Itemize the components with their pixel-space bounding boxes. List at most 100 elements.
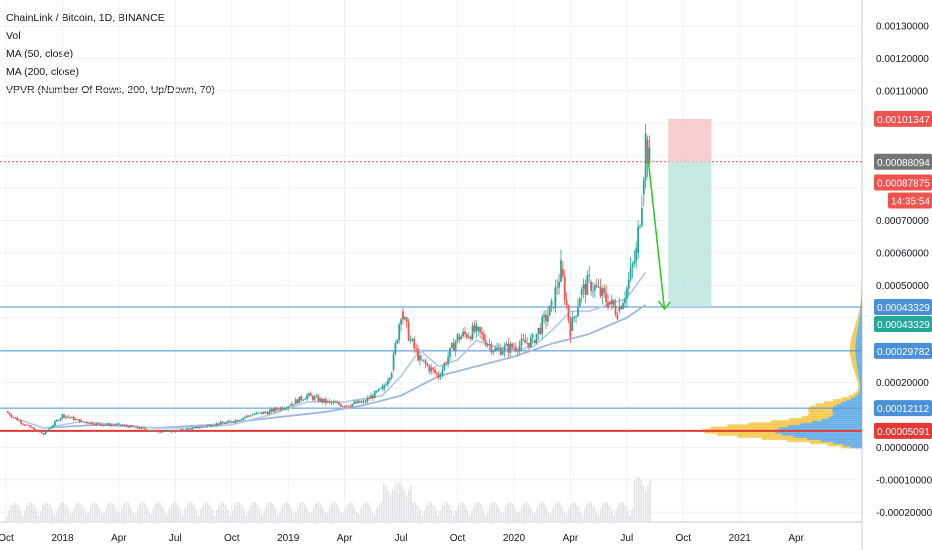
volume-bar bbox=[249, 505, 252, 522]
vpvr-row-down bbox=[858, 323, 862, 327]
candle-body bbox=[430, 367, 433, 372]
volume-bar bbox=[105, 507, 107, 522]
candle-body bbox=[180, 429, 182, 431]
vpvr-row-up bbox=[815, 403, 837, 407]
candle-body bbox=[368, 397, 370, 399]
candle-body bbox=[121, 425, 124, 427]
candle-body bbox=[482, 334, 485, 341]
candle-body bbox=[138, 427, 141, 429]
legend-vpvr[interactable]: VPVR (Number Of Rows, 200, Up/Down, 70) bbox=[6, 84, 215, 96]
vpvr-row-up bbox=[856, 375, 859, 379]
volume-bar bbox=[450, 509, 453, 522]
candle-body bbox=[524, 339, 527, 343]
volume-bar bbox=[340, 512, 342, 522]
volume-bar bbox=[437, 515, 439, 522]
vpvr-row-up bbox=[850, 348, 856, 352]
x-tick-label: 2019 bbox=[277, 533, 300, 544]
vpvr-row-down bbox=[859, 384, 862, 388]
volume-bar bbox=[270, 502, 272, 522]
volume-bar bbox=[640, 480, 642, 522]
candle-body bbox=[268, 410, 271, 415]
candle-body bbox=[148, 430, 150, 432]
volume-bar bbox=[364, 502, 367, 522]
volume-bar bbox=[550, 513, 552, 522]
chart-legend: ChainLink / Bitcoin, 1D, BINANCE Vol MA … bbox=[6, 9, 215, 99]
candle-body bbox=[418, 355, 421, 361]
volume-bar bbox=[60, 502, 62, 522]
candle-body bbox=[33, 428, 36, 431]
volume-bar bbox=[132, 512, 135, 522]
price-badge-label: 0.00101347 bbox=[877, 115, 930, 126]
candle-body bbox=[54, 421, 56, 426]
volume-bar bbox=[152, 508, 155, 522]
candle-body bbox=[460, 336, 463, 340]
candle-body bbox=[371, 395, 374, 399]
volume-bar bbox=[123, 503, 125, 522]
vpvr-row-down bbox=[856, 361, 862, 365]
volume-bar bbox=[301, 502, 304, 522]
candle-body bbox=[80, 420, 83, 423]
volume-bar bbox=[401, 485, 403, 522]
candle-body bbox=[292, 403, 295, 405]
candle-body bbox=[388, 377, 391, 381]
legend-symbol[interactable]: ChainLink / Bitcoin, 1D, BINANCE bbox=[6, 12, 165, 24]
volume-bar bbox=[157, 502, 159, 522]
candle-body bbox=[558, 281, 561, 288]
legend-vol[interactable]: Vol bbox=[6, 30, 21, 42]
candle-body bbox=[624, 298, 626, 304]
volume-bar bbox=[69, 514, 71, 522]
candle-body bbox=[618, 306, 621, 312]
candle-body bbox=[172, 430, 175, 432]
candle-body bbox=[95, 423, 98, 426]
vpvr-row-down bbox=[855, 350, 862, 354]
candle-body bbox=[577, 306, 579, 316]
x-tick-label: Jul bbox=[395, 533, 408, 544]
volume-bars bbox=[6, 477, 652, 522]
legend-ma50[interactable]: MA (50, close) bbox=[6, 48, 74, 60]
candle-body bbox=[450, 343, 453, 348]
candle-body bbox=[479, 326, 481, 333]
volume-bar bbox=[457, 505, 460, 522]
x-tick-label: 2018 bbox=[51, 533, 74, 544]
vpvr-row-down bbox=[860, 306, 862, 310]
candle-body bbox=[447, 356, 450, 364]
vpvr-row-down bbox=[857, 325, 862, 329]
vpvr-row-down bbox=[855, 354, 862, 358]
candle-body bbox=[283, 408, 286, 410]
candle-body bbox=[44, 431, 47, 435]
volume-bar bbox=[182, 514, 184, 522]
candle-body bbox=[452, 343, 455, 351]
y-tick-label: 0.00020000 bbox=[876, 378, 929, 389]
volume-bar bbox=[529, 507, 532, 522]
vpvr-row-up bbox=[859, 306, 861, 310]
vpvr-row-down bbox=[855, 356, 862, 360]
projection-arrow bbox=[647, 161, 666, 310]
volume-bar bbox=[638, 477, 640, 522]
candle-body bbox=[193, 427, 196, 428]
candle-body bbox=[498, 348, 500, 349]
candle-body bbox=[364, 401, 367, 403]
candle-body bbox=[189, 428, 192, 430]
candle-body bbox=[627, 279, 630, 289]
candle-body bbox=[176, 430, 179, 432]
candle-body bbox=[309, 393, 312, 396]
candle-body bbox=[307, 393, 310, 396]
volume-bar bbox=[256, 504, 259, 522]
candle-body bbox=[102, 425, 105, 427]
legend-ma200[interactable]: MA (200, close) bbox=[6, 66, 79, 78]
volume-bar bbox=[462, 502, 464, 522]
vpvr-row-up bbox=[856, 390, 859, 394]
candle-body bbox=[253, 414, 256, 416]
candle-body bbox=[535, 333, 538, 343]
volume-bar bbox=[107, 503, 110, 522]
volume-bar bbox=[412, 502, 414, 522]
candle-body bbox=[59, 417, 62, 421]
vpvr-row-up bbox=[770, 420, 812, 424]
volume-bar bbox=[443, 502, 446, 522]
vpvr-row-up bbox=[858, 310, 861, 314]
volume-bar bbox=[518, 512, 521, 522]
volume-bar bbox=[103, 512, 105, 522]
candle-body bbox=[609, 301, 611, 304]
candle-body bbox=[185, 428, 188, 431]
